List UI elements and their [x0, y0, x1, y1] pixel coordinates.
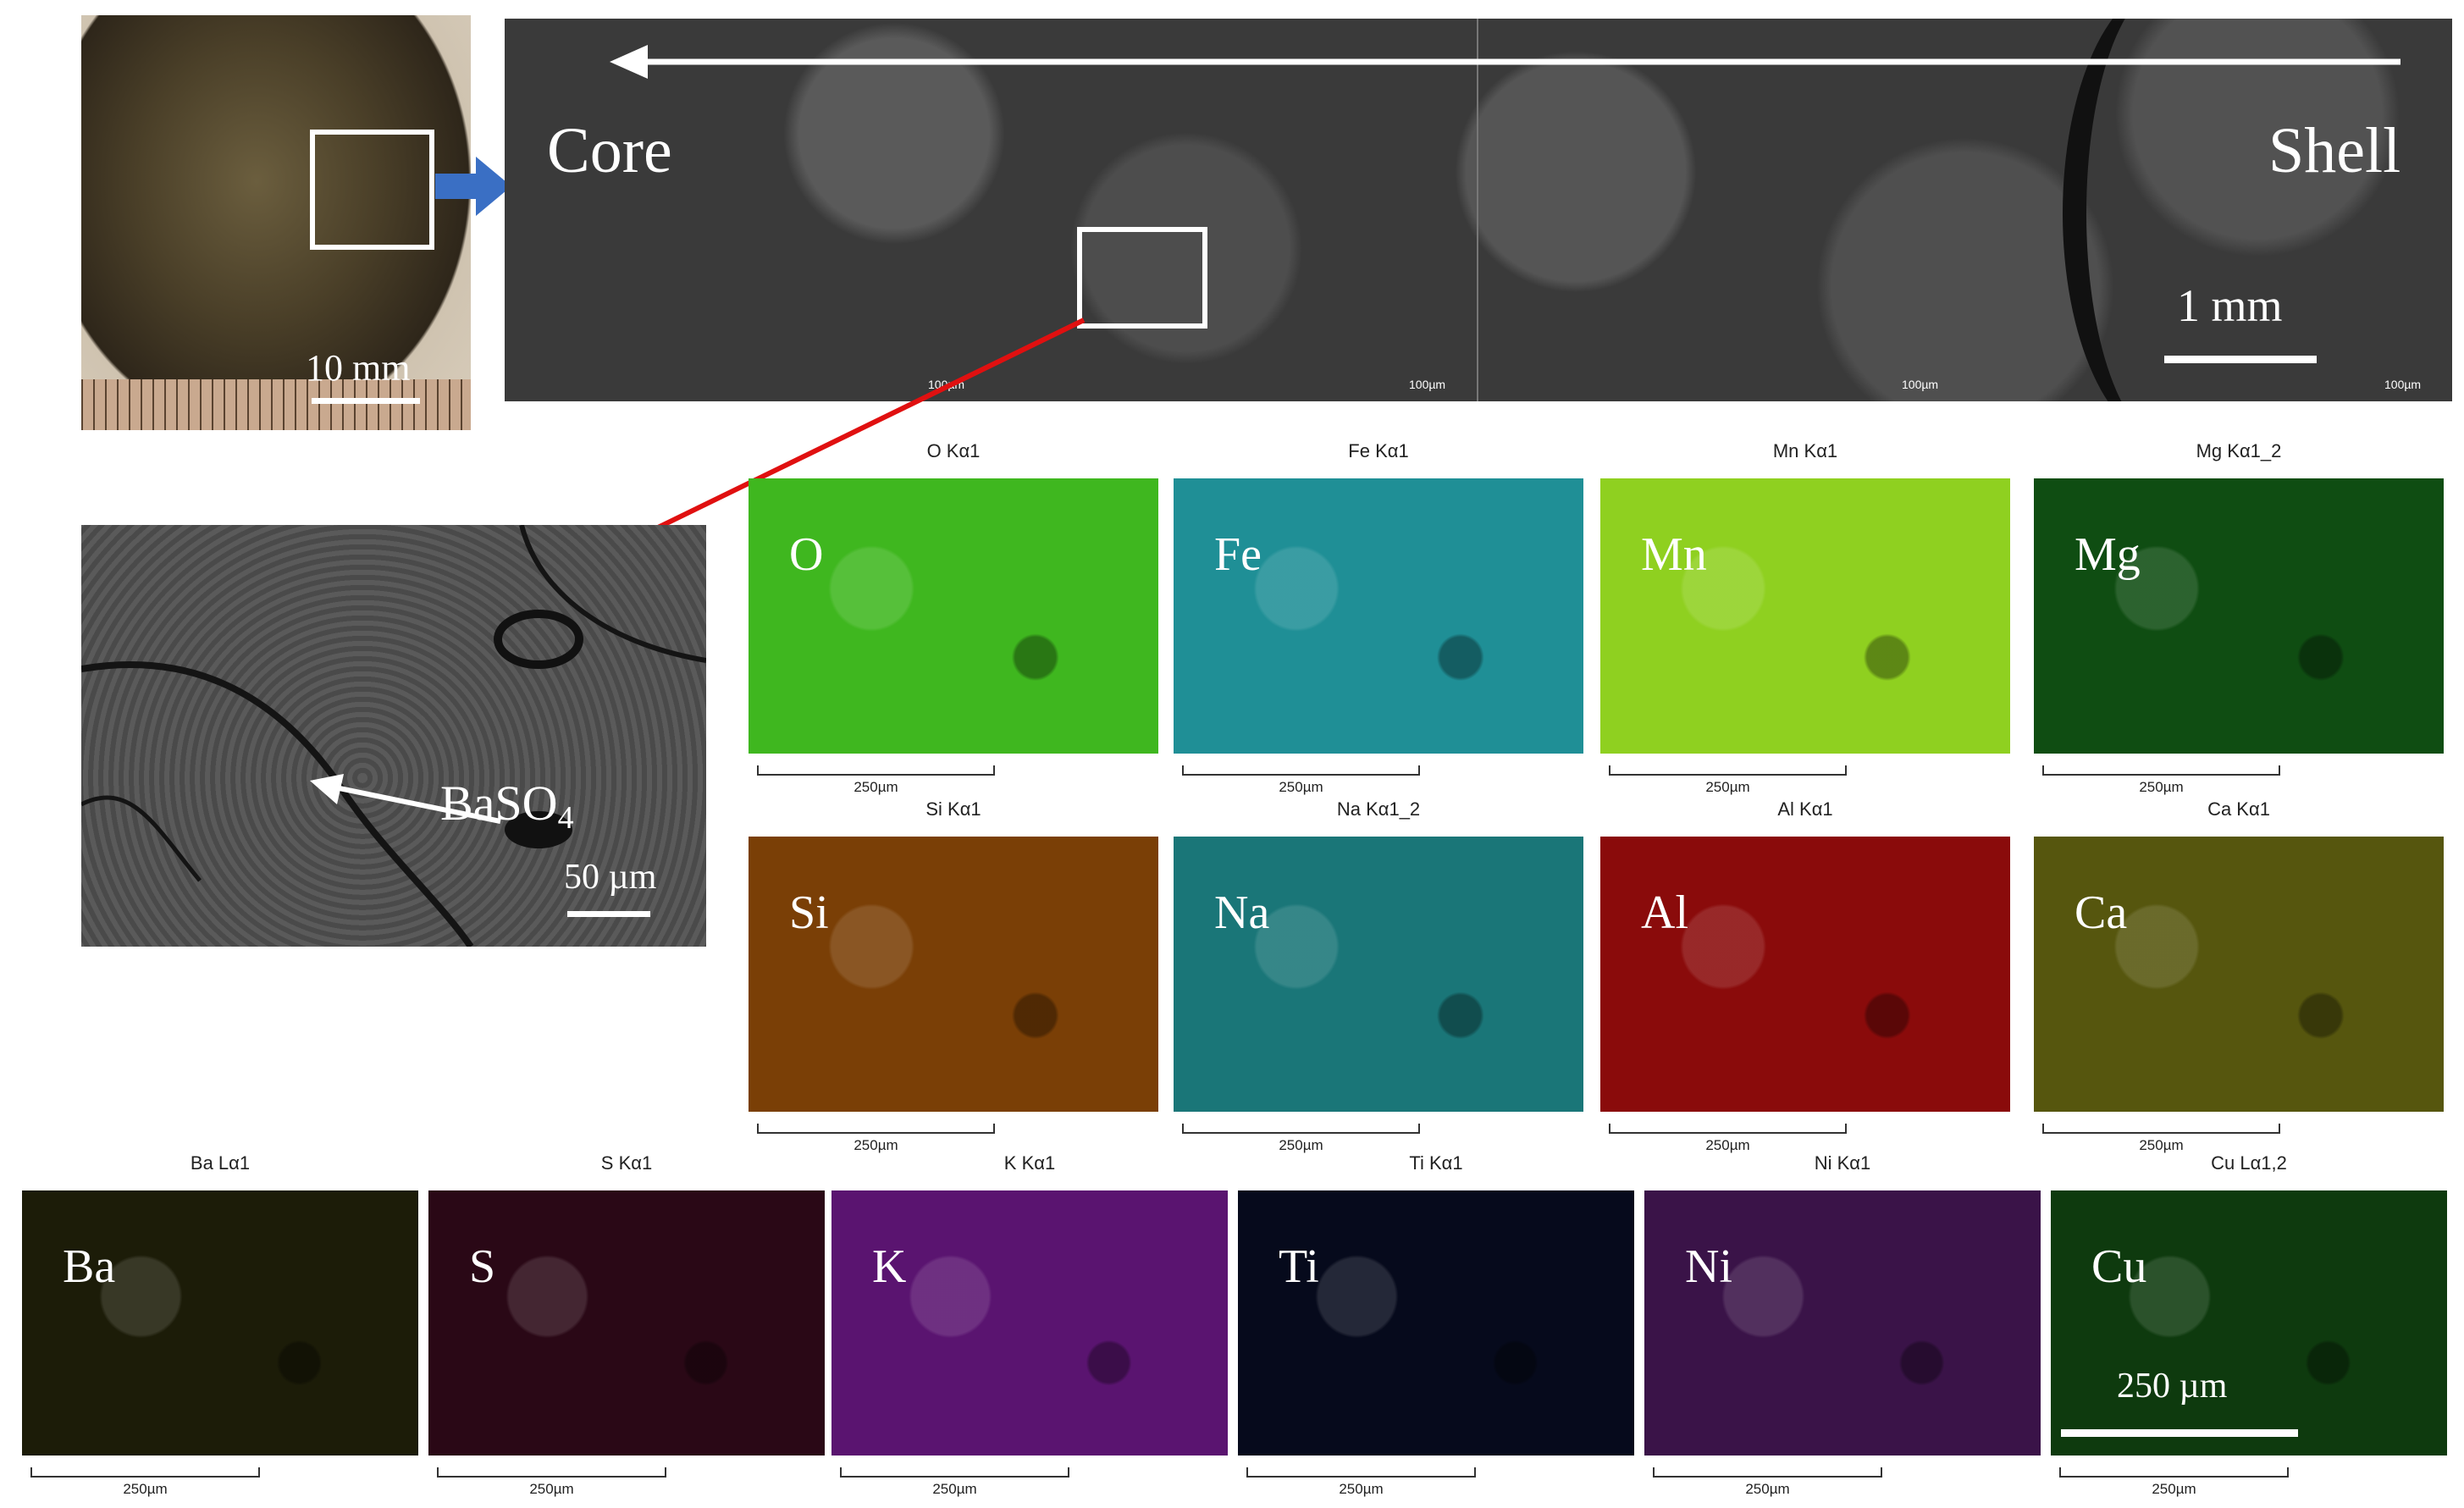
map-scale-frame-ca: [2042, 1124, 2280, 1134]
map-scale-caption-mg: 250µm: [2139, 779, 2184, 795]
map-scale-caption-k: 250µm: [932, 1481, 977, 1497]
map-scale-frame-al: [1609, 1124, 1847, 1134]
map-scale-caption-na: 250µm: [1279, 1137, 1323, 1153]
map-scale-frame-ba: [30, 1467, 260, 1478]
cu-scale-bar: [2061, 1429, 2298, 1437]
eds-map-ni: [1644, 1190, 2041, 1456]
zoom-scale-bar: [567, 911, 650, 917]
map-label-cu: Cu: [2091, 1240, 2147, 1293]
map-title-mg: Mg Kα1_2: [2196, 440, 2282, 461]
map-scale-caption-si: 250µm: [854, 1137, 898, 1153]
map-scale-caption-ba: 250µm: [123, 1481, 168, 1497]
zoom-selection-box: [1077, 227, 1207, 329]
map-scale-frame-mg: [2042, 765, 2280, 776]
map-title-fe: Fe Kα1: [1348, 440, 1409, 461]
map-scale-frame-ni: [1653, 1467, 1882, 1478]
sem-scale-bar: [2164, 356, 2317, 363]
sem-overview-image: Core Shell 1 mm 100µm 100µm 100µm 100µm: [505, 19, 2452, 401]
map-label-mn: Mn: [1641, 528, 1707, 581]
map-scale-frame-k: [840, 1467, 1069, 1478]
map-scale-caption-o: 250µm: [854, 779, 898, 795]
crack-lines: [81, 525, 706, 947]
map-title-ba: Ba Lα1: [190, 1152, 251, 1174]
map-title-si: Si Kα1: [925, 798, 981, 820]
eds-map-fe: [1174, 478, 1583, 754]
map-scale-caption-ni: 250µm: [1745, 1481, 1790, 1497]
eds-map-cu: [2051, 1190, 2447, 1456]
map-title-o: O Kα1: [926, 440, 981, 461]
core-direction-arrow-icon: [610, 45, 2400, 79]
zoom-sem-image: BaSO4 50 µm: [81, 525, 706, 947]
eds-map-ba: [22, 1190, 418, 1456]
panel-divider: [1477, 19, 1478, 401]
map-scale-caption-mn: 250µm: [1705, 779, 1750, 795]
map-title-mn: Mn Kα1: [1772, 440, 1838, 461]
map-scale-frame-cu: [2059, 1467, 2289, 1478]
map-title-ni: Ni Kα1: [1814, 1152, 1871, 1174]
map-title-s: S Kα1: [600, 1152, 653, 1174]
map-label-na: Na: [1214, 887, 1270, 939]
photo-scale-bar: [312, 398, 420, 404]
eds-map-mn: [1600, 478, 2010, 754]
map-title-ti: Ti Kα1: [1409, 1152, 1463, 1174]
map-label-fe: Fe: [1214, 528, 1262, 581]
core-label: Core: [547, 115, 672, 186]
eds-map-al: [1600, 837, 2010, 1112]
map-scale-frame-s: [437, 1467, 666, 1478]
sem-scale-label: 1 mm: [2177, 280, 2283, 331]
nodule-photo: 10 mm: [81, 15, 471, 430]
map-label-k: K: [872, 1240, 907, 1293]
map-scale-frame-na: [1182, 1124, 1420, 1134]
map-scale-caption-ca: 250µm: [2139, 1137, 2184, 1153]
map-scale-frame-mn: [1609, 765, 1847, 776]
shell-label: Shell: [2268, 115, 2401, 186]
eds-map-mg: [2034, 478, 2444, 754]
zoom-scale-label: 50 µm: [564, 858, 657, 897]
map-title-na: Na Kα1_2: [1336, 798, 1421, 820]
baso4-label: BaSO4: [440, 776, 574, 836]
eds-map-o: [749, 478, 1158, 754]
eds-map-s: [428, 1190, 825, 1456]
map-scale-frame-si: [757, 1124, 995, 1134]
eds-map-k: [831, 1190, 1228, 1456]
map-label-al: Al: [1641, 887, 1688, 939]
map-label-o: O: [789, 528, 824, 581]
map-title-cu: Cu Lα1,2: [2211, 1152, 2287, 1174]
map-label-ni: Ni: [1685, 1240, 1732, 1293]
map-scale-caption-ti: 250µm: [1339, 1481, 1384, 1497]
map-label-ti: Ti: [1279, 1240, 1319, 1293]
map-label-ca: Ca: [2075, 887, 2128, 939]
map-title-k: K Kα1: [1003, 1152, 1056, 1174]
baso4-pointer-arrow-icon: [310, 774, 501, 824]
map-scale-frame-fe: [1182, 765, 1420, 776]
map-scale-frame-o: [757, 765, 995, 776]
map-scale-caption-al: 250µm: [1705, 1137, 1750, 1153]
ruler: [81, 379, 471, 430]
cu-scale-label: 250 µm: [2117, 1367, 2228, 1406]
map-label-si: Si: [789, 887, 829, 939]
map-label-mg: Mg: [2075, 528, 2141, 581]
tiny-scale-4: 100µm: [2384, 378, 2422, 391]
tiny-scale-2: 100µm: [1409, 378, 1446, 391]
map-title-al: Al Kα1: [1777, 798, 1833, 820]
map-label-s: S: [469, 1240, 496, 1293]
map-title-ca: Ca Kα1: [2207, 798, 2270, 820]
photo-scale-label: 10 mm: [306, 347, 411, 389]
tiny-scale-3: 100µm: [1902, 378, 1939, 391]
selection-box: [310, 130, 434, 250]
eds-map-si: [749, 837, 1158, 1112]
map-label-ba: Ba: [63, 1240, 116, 1293]
eds-map-ca: [2034, 837, 2444, 1112]
eds-map-na: [1174, 837, 1583, 1112]
map-scale-caption-fe: 250µm: [1279, 779, 1323, 795]
eds-map-ti: [1238, 1190, 1634, 1456]
blue-arrow-icon: [435, 157, 511, 216]
map-scale-caption-cu: 250µm: [2152, 1481, 2196, 1497]
map-scale-caption-s: 250µm: [529, 1481, 574, 1497]
map-scale-frame-ti: [1246, 1467, 1476, 1478]
